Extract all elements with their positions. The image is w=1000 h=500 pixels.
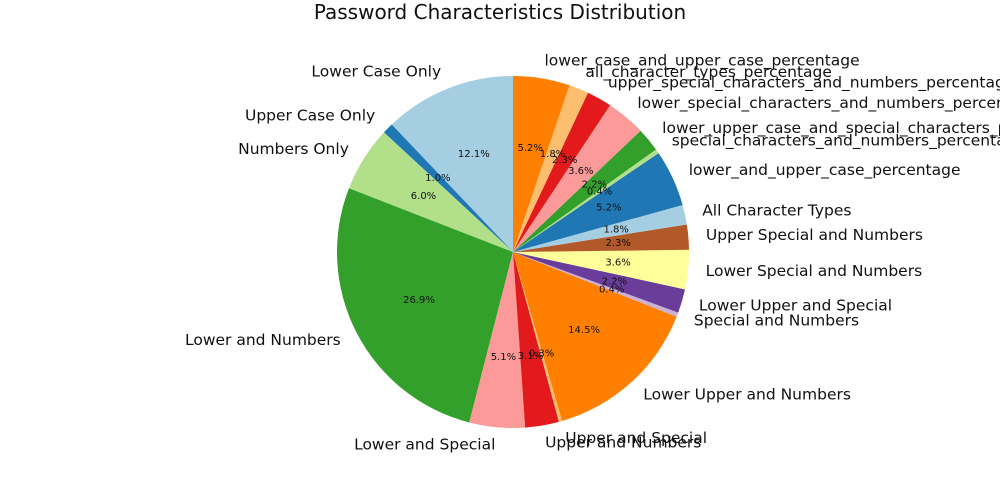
chart-title: Password Characteristics Distribution xyxy=(313,0,687,24)
slice-label-all-character-types: All Character Types xyxy=(702,201,851,219)
slice-label-all-character-types-percentage: all_character_types_percentage xyxy=(585,63,832,82)
pct-label-lower-upper-and-special: 2.2% xyxy=(602,276,627,287)
pie-slice-lower-case-and-upper-case-percentage xyxy=(513,76,570,252)
pie-slice-lower-special-characters-and-numbers-percentage xyxy=(513,105,641,252)
slice-label-numbers-only: Numbers Only xyxy=(238,140,349,158)
slice-label-lower-special-characters-and-numbers-percentage: lower_special_characters_and_numbers_per… xyxy=(637,94,1000,113)
pie-slice-lower-special-and-numbers xyxy=(513,249,689,290)
pie-slice-special-and-numbers xyxy=(513,252,679,317)
slice-label-lower-special-and-numbers: Lower Special and Numbers xyxy=(706,262,923,280)
pie-slices xyxy=(337,76,689,428)
pct-label-lower-and-upper-case-percentage: 5.2% xyxy=(596,203,621,214)
pie-slice-lower-and-numbers xyxy=(337,188,513,423)
pct-label-upper-and-numbers: 3.1% xyxy=(518,351,543,362)
slice-label-lower-and-special: Lower and Special xyxy=(354,435,495,453)
pie-slice-lower-and-special xyxy=(469,252,526,428)
pct-label-special-characters-and-numbers-percentage: 0.4% xyxy=(587,187,612,198)
pct-label-lower-and-numbers: 26.9% xyxy=(403,295,435,306)
percentage-labels: 12.1%1.0%6.0%26.9%5.1% 3.1%0.3%14.5%0.4%2… xyxy=(403,143,631,363)
pct-label-numbers-only: 6.0% xyxy=(411,191,436,202)
slice-label-lower-upper-and-numbers: Lower Upper and Numbers xyxy=(643,386,851,404)
pct-label-upper-special-and-numbers: 2.3% xyxy=(606,238,631,249)
pie-slice-lower-case-only xyxy=(391,76,513,252)
pct-label-upper-case-only: 1.0% xyxy=(425,173,450,184)
slice-label-upper-and-special: Upper and Special xyxy=(565,429,707,447)
slice-label-lower-upper-and-special: Lower Upper and Special xyxy=(699,297,892,315)
pct-label-all-character-types: 1.8% xyxy=(603,225,628,236)
pie-slice-all-character-types-percentage xyxy=(513,85,588,252)
pie-slice-upper-and-numbers xyxy=(513,252,559,428)
pct-label-lower-upper-case-and-special-characters-percentage: 2.2% xyxy=(582,180,607,191)
pie-slice-upper-case-only xyxy=(383,124,513,252)
pie-slice-all-character-types xyxy=(513,205,687,252)
slice-label-upper-case-only: Upper Case Only xyxy=(245,106,375,124)
pct-label-lower-case-and-upper-case-percentage: 5.2% xyxy=(517,143,542,154)
pie-slice-upper-and-special xyxy=(513,252,563,422)
pie-slice-upper-special-characters-and-numbers-percentage xyxy=(513,92,611,252)
slice-label-upper-special-and-numbers: Upper Special and Numbers xyxy=(706,226,923,244)
slice-label-upper-special-characters-and-numbers-percentage: upper_special_characters_and_numbers_per… xyxy=(608,74,1000,93)
slice-label-lower-case-and-upper-case-percentage: lower_case_and_upper_case_percentage xyxy=(544,51,859,70)
pct-label-upper-and-special: 0.3% xyxy=(529,349,554,360)
pie-slice-numbers-only xyxy=(348,132,513,252)
pie-slice-lower-upper-case-and-special-characters-percentage xyxy=(513,130,657,252)
slice-labels: Lower Case Only Upper Case Only Numbers On… xyxy=(185,51,1000,453)
slice-label-special-characters-and-numbers-percentage: special_characters_and_numbers_percentag… xyxy=(672,132,1000,151)
pct-label-lower-and-special: 5.1% xyxy=(491,352,516,363)
pct-label-lower-special-characters-and-numbers-percentage: 3.6% xyxy=(568,166,593,177)
slice-label-lower-and-upper-case-percentage: lower_and_upper_case_percentage xyxy=(689,161,961,180)
pie-slice-lower-upper-and-numbers xyxy=(513,252,677,422)
pct-label-lower-case-only: 12.1% xyxy=(458,149,490,160)
pct-label-special-and-numbers: 0.4% xyxy=(599,285,624,296)
pct-label-lower-special-and-numbers: 3.6% xyxy=(605,258,630,269)
pie-slice-special-characters-and-numbers-percentage xyxy=(513,149,659,252)
pie-slice-lower-upper-and-special xyxy=(513,252,685,313)
pie-slice-upper-special-and-numbers xyxy=(513,224,689,252)
pct-label-upper-special-characters-and-numbers-percentage: 2.3% xyxy=(552,155,577,166)
slice-label-lower-upper-case-and-special-characters-percentage: lower_upper_case_and_special_characters_… xyxy=(662,119,1000,138)
pct-label-all-character-types-percentage: 1.8% xyxy=(540,149,565,160)
pct-label-lower-upper-and-numbers: 14.5% xyxy=(568,325,600,336)
slice-label-upper-and-numbers: Upper and Numbers xyxy=(545,433,701,451)
slice-label-special-and-numbers: Special and Numbers xyxy=(694,312,859,330)
pie-slice-lower-and-upper-case-percentage xyxy=(513,153,683,252)
slice-label-lower-and-numbers: Lower and Numbers xyxy=(185,331,341,349)
slice-label-lower-case-only: Lower Case Only xyxy=(311,63,441,81)
